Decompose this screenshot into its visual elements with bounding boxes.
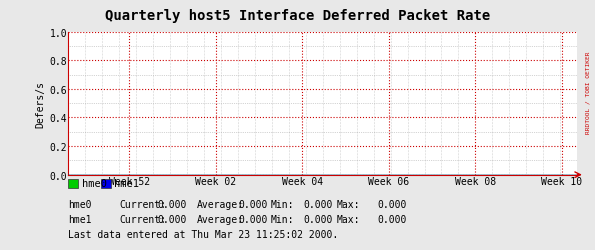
Text: hme0: hme0 xyxy=(82,179,107,189)
Text: 0.000: 0.000 xyxy=(303,214,333,224)
Text: 0.000: 0.000 xyxy=(238,199,267,209)
Text: Average:: Average: xyxy=(196,199,243,209)
Text: 0.000: 0.000 xyxy=(303,199,333,209)
Text: 0.000: 0.000 xyxy=(158,199,187,209)
Text: Current:: Current: xyxy=(119,214,166,224)
Text: Max:: Max: xyxy=(336,199,359,209)
Text: Max:: Max: xyxy=(336,214,359,224)
Text: Min:: Min: xyxy=(271,199,294,209)
Text: Average:: Average: xyxy=(196,214,243,224)
Text: 0.000: 0.000 xyxy=(378,199,407,209)
Text: Current:: Current: xyxy=(119,199,166,209)
Text: hme1: hme1 xyxy=(68,214,92,224)
Text: hme1: hme1 xyxy=(114,179,139,189)
Text: 0.000: 0.000 xyxy=(378,214,407,224)
Text: RRDTOOL / TOBI OETIKER: RRDTOOL / TOBI OETIKER xyxy=(586,52,591,134)
Text: Quarterly host5 Interface Deferred Packet Rate: Quarterly host5 Interface Deferred Packe… xyxy=(105,9,490,23)
Text: hme0: hme0 xyxy=(68,199,92,209)
Text: Last data entered at Thu Mar 23 11:25:02 2000.: Last data entered at Thu Mar 23 11:25:02… xyxy=(68,229,339,239)
Text: Min:: Min: xyxy=(271,214,294,224)
Text: 0.000: 0.000 xyxy=(158,214,187,224)
Text: 0.000: 0.000 xyxy=(238,214,267,224)
Y-axis label: Defers/s: Defers/s xyxy=(35,80,45,127)
